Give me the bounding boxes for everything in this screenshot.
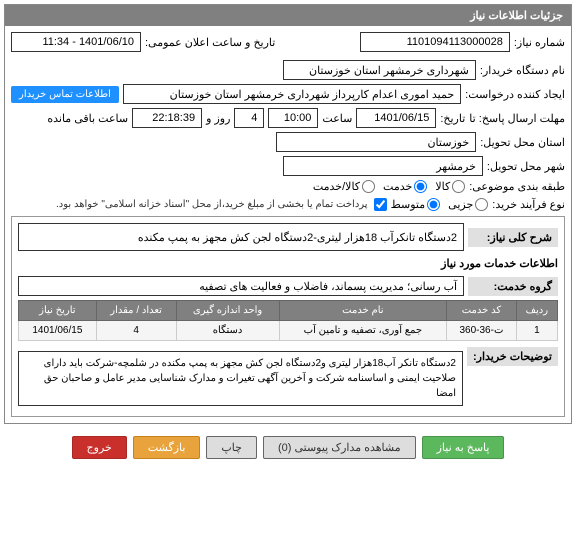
td-qty: 4 bbox=[96, 321, 176, 341]
td-name: جمع آوری، تصفیه و تامین آب bbox=[279, 321, 447, 341]
radio-service-label: خدمت bbox=[383, 180, 412, 193]
buyer-notes-field: 2دستگاه تانکر آب18هزار لیتری و2دستگاه لج… bbox=[18, 351, 463, 406]
subject-type-label: طبقه بندی موضوعی: bbox=[469, 180, 565, 193]
days-field: 4 bbox=[234, 108, 264, 128]
announce-datetime-field: 1401/06/10 - 11:34 bbox=[11, 32, 141, 52]
radio-medium-input[interactable] bbox=[427, 198, 440, 211]
radio-goods-input[interactable] bbox=[452, 180, 465, 193]
need-desc-field: 2دستگاه تانکرآب 18هزار لیتری-2دستگاه لجن… bbox=[18, 223, 464, 251]
need-details-panel: جزئیات اطلاعات نیاز شماره نیاز: 11010941… bbox=[4, 4, 572, 424]
radio-goods[interactable]: کالا bbox=[435, 180, 465, 193]
respond-button[interactable]: پاسخ به نیاز bbox=[422, 436, 505, 459]
requester-label: ایجاد کننده درخواست: bbox=[465, 88, 565, 101]
subject-type-radio-group: کالا خدمت کالا/خدمت bbox=[313, 180, 465, 193]
payment-note-checkbox-input[interactable] bbox=[374, 198, 387, 211]
need-desc-label: شرح کلی نیاز: bbox=[468, 228, 558, 247]
contact-buyer-button[interactable]: اطلاعات تماس خریدار bbox=[11, 86, 119, 103]
purchase-type-label: نوع فرآیند خرید: bbox=[492, 198, 565, 211]
radio-partial-input[interactable] bbox=[475, 198, 488, 211]
td-date: 1401/06/15 bbox=[19, 321, 97, 341]
radio-service-input[interactable] bbox=[414, 180, 427, 193]
announce-datetime-label: تاریخ و ساعت اعلان عمومی: bbox=[145, 36, 275, 49]
service-group-field: آب رسانی؛ مدیریت پسماند، فاضلاب و فعالیت… bbox=[18, 276, 464, 296]
requester-field: حمید اموری اعدام کارپرداز شهرداری خرمشهر… bbox=[123, 84, 461, 104]
payment-note-checkbox[interactable]: پرداخت تمام یا بخشی از مبلغ خرید،از محل … bbox=[52, 197, 387, 212]
service-group-label: گروه خدمت: bbox=[468, 277, 558, 296]
delivery-province-field: خوزستان bbox=[276, 132, 476, 152]
payment-note-text: پرداخت تمام یا بخشی از مبلغ خرید،از محل … bbox=[52, 197, 372, 212]
td-code: ت-36-360 bbox=[447, 321, 517, 341]
th-index: ردیف bbox=[516, 301, 557, 321]
panel-title: جزئیات اطلاعات نیاز bbox=[5, 5, 571, 26]
deadline-label-2: تاریخ: bbox=[440, 112, 465, 125]
buyer-org-label: نام دستگاه خریدار: bbox=[480, 64, 565, 77]
need-number-label: شماره نیاز: bbox=[514, 36, 565, 49]
services-section-title: اطلاعات خدمات مورد نیاز bbox=[18, 257, 558, 270]
delivery-city-label: شهر محل تحویل: bbox=[487, 160, 565, 173]
deadline-time-label: ساعت bbox=[322, 112, 352, 125]
print-button[interactable]: چاپ bbox=[206, 436, 257, 459]
days-label: روز و bbox=[206, 112, 230, 125]
remaining-label: ساعت باقی مانده bbox=[47, 112, 128, 125]
th-unit: واحد اندازه گیری bbox=[176, 301, 279, 321]
td-index: 1 bbox=[516, 321, 557, 341]
table-row: 1 ت-36-360 جمع آوری، تصفیه و تامین آب دس… bbox=[19, 321, 558, 341]
td-unit: دستگاه bbox=[176, 321, 279, 341]
th-date: تاریخ نیاز bbox=[19, 301, 97, 321]
delivery-city-field: خرمشهر bbox=[283, 156, 483, 176]
need-number-field: 1101094113000028 bbox=[360, 32, 510, 52]
remaining-time-field: 22:18:39 bbox=[132, 108, 202, 128]
radio-partial-label: جزیی bbox=[448, 198, 473, 211]
th-qty: تعداد / مقدار bbox=[96, 301, 176, 321]
delivery-province-label: استان محل تحویل: bbox=[480, 136, 565, 149]
back-button[interactable]: بازگشت bbox=[133, 436, 201, 459]
deadline-label-1: مهلت ارسال پاسخ: تا bbox=[469, 112, 565, 125]
services-table: ردیف کد خدمت نام خدمت واحد اندازه گیری ت… bbox=[18, 300, 558, 341]
radio-medium[interactable]: متوسط bbox=[391, 198, 441, 211]
radio-goods-service-label: کالا/خدمت bbox=[313, 180, 360, 193]
attachments-button[interactable]: مشاهده مدارک پیوستی (0) bbox=[263, 436, 416, 459]
exit-button[interactable]: خروج bbox=[72, 436, 127, 459]
button-bar: پاسخ به نیاز مشاهده مدارک پیوستی (0) چاپ… bbox=[0, 428, 576, 467]
table-header-row: ردیف کد خدمت نام خدمت واحد اندازه گیری ت… bbox=[19, 301, 558, 321]
th-code: کد خدمت bbox=[447, 301, 517, 321]
deadline-date-field: 1401/06/15 bbox=[356, 108, 436, 128]
need-description-box: شرح کلی نیاز: 2دستگاه تانکرآب 18هزار لیت… bbox=[11, 216, 565, 417]
th-name: نام خدمت bbox=[279, 301, 447, 321]
radio-goods-service-input[interactable] bbox=[362, 180, 375, 193]
deadline-time-field: 10:00 bbox=[268, 108, 318, 128]
radio-partial[interactable]: جزیی bbox=[448, 198, 488, 211]
purchase-type-radio-group: جزیی متوسط bbox=[391, 198, 489, 211]
radio-service[interactable]: خدمت bbox=[383, 180, 427, 193]
radio-medium-label: متوسط bbox=[391, 198, 426, 211]
radio-goods-service[interactable]: کالا/خدمت bbox=[313, 180, 375, 193]
buyer-org-field: شهرداری خرمشهر استان خوزستان bbox=[283, 60, 476, 80]
radio-goods-label: کالا bbox=[435, 180, 450, 193]
buyer-notes-label: توضیحات خریدار: bbox=[467, 347, 558, 366]
panel-body: شماره نیاز: 1101094113000028 نام دستگاه … bbox=[5, 26, 571, 423]
